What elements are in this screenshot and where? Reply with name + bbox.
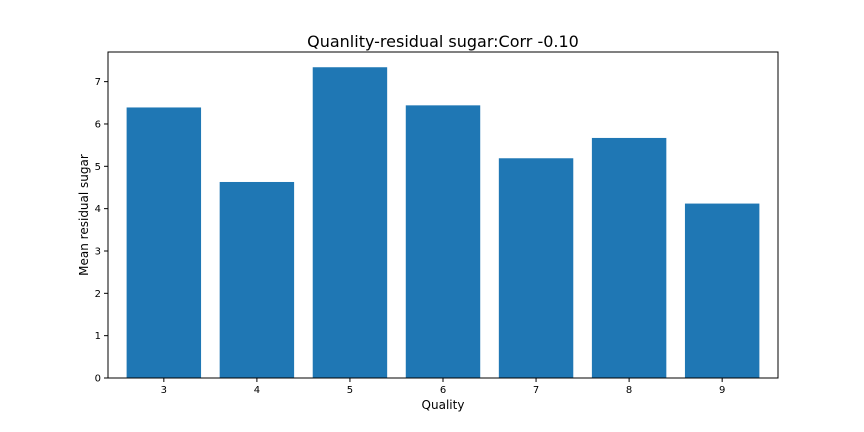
x-tick-label: 6 [440,385,446,396]
chart-title: Quanlity-residual sugar:Corr -0.10 [307,32,579,51]
x-tick-label: 8 [626,385,632,396]
x-tick-label: 4 [254,385,260,396]
bar-quality-3 [126,107,202,378]
bar-quality-7 [498,158,574,378]
x-axis-label: Quality [422,398,465,412]
y-tick-label: 5 [95,162,101,173]
y-axis-ticks: 0 1 2 3 4 5 6 7 [95,77,108,385]
bar-quality-5 [312,67,388,378]
y-tick-label: 7 [95,77,101,88]
x-tick-label: 9 [719,385,725,396]
bar-quality-4 [219,181,295,378]
bar-quality-8 [591,137,667,378]
y-tick-label: 0 [95,374,101,385]
x-tick-label: 7 [533,385,539,396]
bar-quality-6 [405,105,481,378]
bar-quality-9 [684,203,760,378]
y-tick-label: 6 [95,119,101,130]
x-tick-label: 5 [347,385,353,396]
x-tick-label: 3 [161,385,167,396]
y-axis-label: Mean residual sugar [77,154,91,276]
y-tick-label: 3 [95,246,101,257]
y-tick-label: 2 [95,289,101,300]
x-axis-ticks: 3 4 5 6 7 8 9 [161,378,725,396]
y-tick-label: 1 [95,331,101,342]
y-tick-label: 4 [95,204,101,215]
bars-layer [126,67,760,378]
